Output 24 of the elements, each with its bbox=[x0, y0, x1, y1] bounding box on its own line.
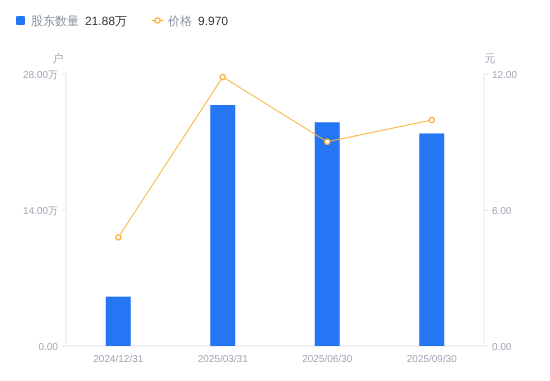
legend-label: 价格 bbox=[167, 14, 192, 28]
y2-tick-label: 0.00 bbox=[492, 342, 512, 353]
bar bbox=[314, 122, 340, 346]
y-tick-label: 0.00 bbox=[38, 342, 58, 353]
y2-axis-title: 元 bbox=[484, 53, 496, 65]
x-tick-label: 2025/03/31 bbox=[198, 354, 248, 365]
point bbox=[220, 74, 226, 80]
x-tick-label: 2025/06/30 bbox=[302, 354, 353, 365]
point bbox=[324, 138, 330, 146]
y2-tick-label: 12.00 bbox=[492, 70, 518, 81]
x-tick-label: 2025/09/30 bbox=[406, 354, 458, 365]
legend-label: 股东数量 bbox=[31, 14, 79, 28]
y-axis-title: 户 bbox=[52, 52, 64, 65]
point bbox=[428, 116, 435, 124]
bar bbox=[210, 104, 236, 346]
text: 21.88万 bbox=[85, 14, 128, 28]
y-tick-label: 14.00万 bbox=[22, 206, 58, 217]
text: 9.970 bbox=[198, 14, 228, 28]
point bbox=[115, 234, 122, 241]
bar bbox=[106, 296, 131, 346]
bar bbox=[419, 133, 444, 346]
x-tick-label: 2024/12/31 bbox=[93, 354, 144, 365]
y-tick-label: 28.00万 bbox=[22, 70, 58, 81]
y2-tick-label: 6.00 bbox=[492, 206, 512, 217]
